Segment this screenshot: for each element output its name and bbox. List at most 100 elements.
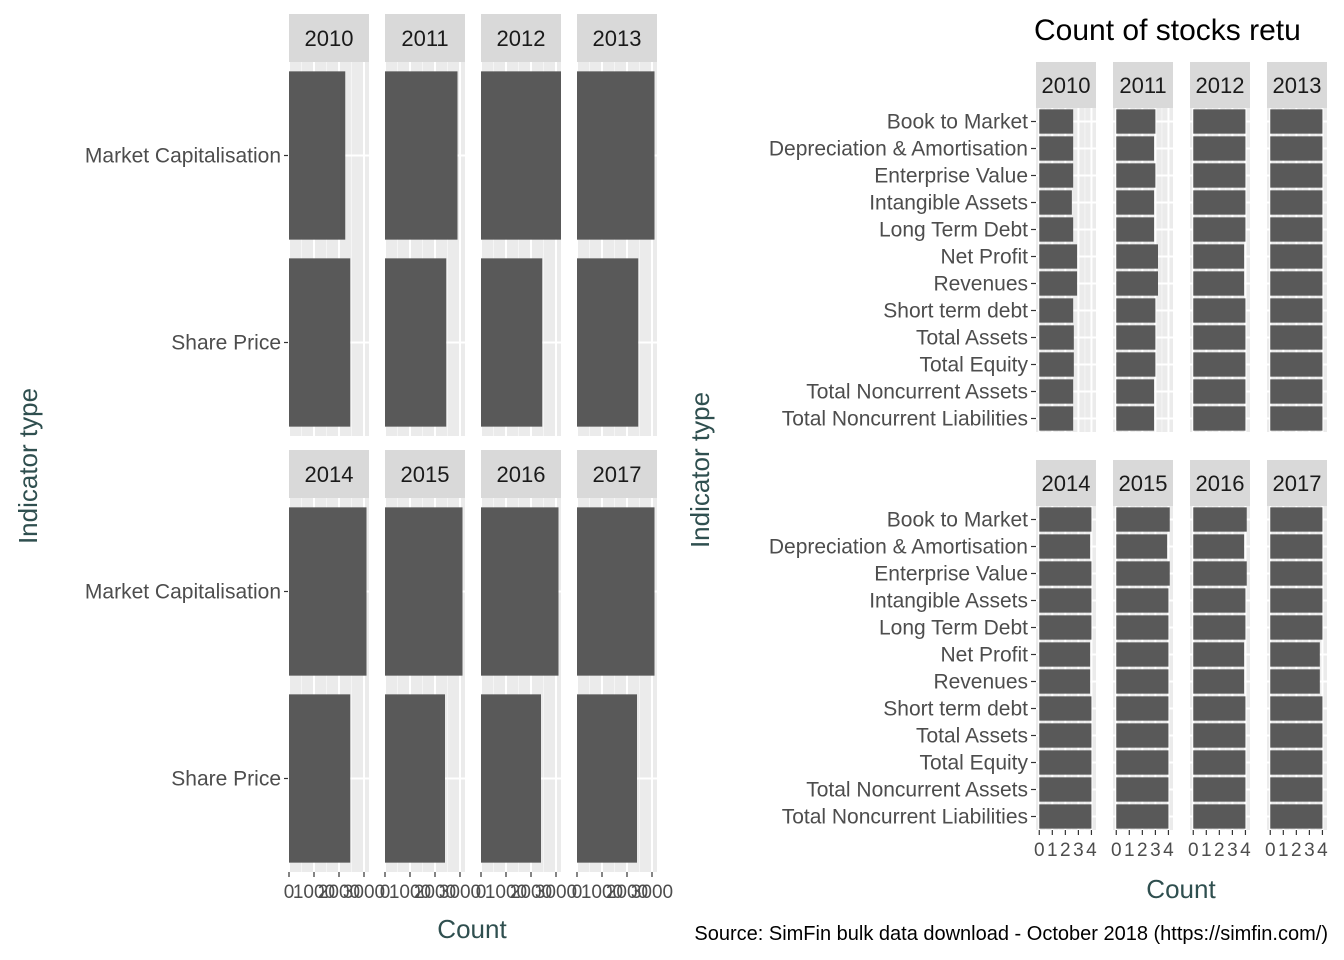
facet-panel-2014: 2014 0 1 2 3 4 xyxy=(1034,460,1097,861)
bar-2010-share-price xyxy=(289,258,351,427)
facet-panel-2010: 2010 xyxy=(288,14,369,436)
y-tick-label: Total Equity xyxy=(919,752,1028,775)
left-x-axis-title: Count xyxy=(437,914,507,944)
bar-2014-total-noncurrent-assets xyxy=(1039,777,1092,802)
left-chart: Indicator type Count Share Price Market C… xyxy=(13,14,673,944)
bar-2011-book-to-market xyxy=(1116,109,1156,134)
bar-2012-total-assets xyxy=(1193,325,1246,350)
facet-strip-label: 2011 xyxy=(1119,73,1166,98)
facet-strip xyxy=(577,450,657,498)
bar-2012-book-to-market xyxy=(1193,109,1246,134)
bar-2011-total-noncurrent-assets xyxy=(1116,379,1155,404)
bar-2015-total-equity xyxy=(1116,750,1169,775)
bar-2016-revenues xyxy=(1193,669,1245,694)
x-tick-label: 0 xyxy=(1188,840,1199,861)
bar-2010-short-term-debt xyxy=(1039,298,1074,323)
facet-strip xyxy=(481,450,561,498)
bar-2013-depreciation-amortisation xyxy=(1270,136,1323,161)
bar-2011-share-price xyxy=(385,258,447,427)
bar-2013-short-term-debt xyxy=(1270,298,1323,323)
y-tick-label: Total Noncurrent Assets xyxy=(806,779,1028,802)
bar-2012-total-equity xyxy=(1193,352,1246,377)
bar-2015-market-capitalisation xyxy=(385,507,463,676)
x-tick-label: 0 xyxy=(284,882,295,903)
facet-panel-2017: 2017 0 1 2 3 4 xyxy=(1265,460,1328,861)
facet-strip xyxy=(577,14,657,62)
bar-2015-short-term-debt xyxy=(1116,696,1169,721)
bar-2017-book-to-market xyxy=(1270,507,1323,532)
facet-strip-label: 2014 xyxy=(1042,471,1091,496)
bar-2014-short-term-debt xyxy=(1039,696,1092,721)
x-tick-label: 3 xyxy=(1304,840,1315,861)
y-tick-label: Intangible Assets xyxy=(869,590,1028,613)
y-tick-label: Share Price xyxy=(171,768,281,791)
x-tick-label: 1000 xyxy=(293,882,335,903)
bar-2013-total-equity xyxy=(1270,352,1323,377)
bar-2014-revenues xyxy=(1039,669,1091,694)
x-tick-label: 2 xyxy=(1137,840,1148,861)
bar-2014-long-term-debt xyxy=(1039,615,1092,640)
facet-panel-2011: 2011 xyxy=(384,14,465,436)
bar-2015-total-assets xyxy=(1116,723,1169,748)
bar-2010-market-capitalisation xyxy=(289,71,346,240)
x-tick-label: 3 xyxy=(1073,840,1084,861)
x-tick-label: 0 xyxy=(1265,840,1276,861)
bar-2014-share-price xyxy=(289,694,351,863)
bar-2013-book-to-market xyxy=(1270,109,1323,134)
facet-strip xyxy=(1267,460,1327,506)
facet-strip-label: 2017 xyxy=(593,462,642,487)
facet-panel-2010: 2010 xyxy=(1036,62,1096,432)
y-tick-label: Net Profit xyxy=(940,246,1028,269)
bar-2017-enterprise-value xyxy=(1270,561,1323,586)
x-tick-label: 4 xyxy=(1240,840,1251,861)
bar-2016-book-to-market xyxy=(1193,507,1247,532)
bar-2012-depreciation-amortisation xyxy=(1193,136,1246,161)
bar-2013-share-price xyxy=(577,258,639,427)
facet-strip xyxy=(1036,62,1096,108)
x-tick-label: 3 xyxy=(1227,840,1238,861)
bar-2016-long-term-debt xyxy=(1193,615,1246,640)
bar-2015-net-profit xyxy=(1116,642,1169,667)
y-tick-label: Net Profit xyxy=(940,644,1028,667)
bar-2014-net-profit xyxy=(1039,642,1091,667)
bar-2017-total-noncurrent-liabilities xyxy=(1270,804,1323,829)
bar-2011-enterprise-value xyxy=(1116,163,1156,188)
bar-2016-enterprise-value xyxy=(1193,561,1247,586)
bar-2012-share-price xyxy=(481,258,543,427)
x-tick-label: 1 xyxy=(1278,840,1289,861)
x-tick-label: 2000 xyxy=(510,882,552,903)
y-tick-label: Book to Market xyxy=(887,111,1028,134)
bar-2017-intangible-assets xyxy=(1270,588,1323,613)
x-tick-label: 3000 xyxy=(439,882,481,903)
left-y-axis-title: Indicator type xyxy=(13,388,43,544)
facet-panel-2012: 2012 xyxy=(480,14,561,436)
y-tick-label: Depreciation & Amortisation xyxy=(769,536,1028,559)
bar-2016-depreciation-amortisation xyxy=(1193,534,1245,559)
x-tick-label: 2000 xyxy=(606,882,648,903)
facet-strip xyxy=(289,450,369,498)
x-tick-label: 4 xyxy=(1086,840,1097,861)
bar-2017-share-price xyxy=(577,694,637,863)
bar-2017-market-capitalisation xyxy=(577,507,655,676)
bar-2010-net-profit xyxy=(1039,244,1078,269)
facet-panel-2013: 2013 xyxy=(1267,62,1327,432)
facet-strip-label: 2016 xyxy=(1196,471,1245,496)
right-y-axis-title: Indicator type xyxy=(685,392,715,548)
bar-2011-total-equity xyxy=(1116,352,1156,377)
x-tick-label: 0 xyxy=(476,882,487,903)
y-tick-label: Total Assets xyxy=(916,327,1028,350)
bar-2012-total-noncurrent-assets xyxy=(1193,379,1246,404)
bar-2012-long-term-debt xyxy=(1193,217,1246,242)
bar-2012-enterprise-value xyxy=(1193,163,1246,188)
facet-strip-label: 2017 xyxy=(1273,471,1322,496)
x-tick-label: 0 xyxy=(572,882,583,903)
y-tick-label: Revenues xyxy=(933,671,1028,694)
bar-2017-depreciation-amortisation xyxy=(1270,534,1323,559)
facet-strip xyxy=(1113,62,1173,108)
x-tick-label: 3000 xyxy=(535,882,577,903)
bar-2016-total-noncurrent-liabilities xyxy=(1193,804,1246,829)
